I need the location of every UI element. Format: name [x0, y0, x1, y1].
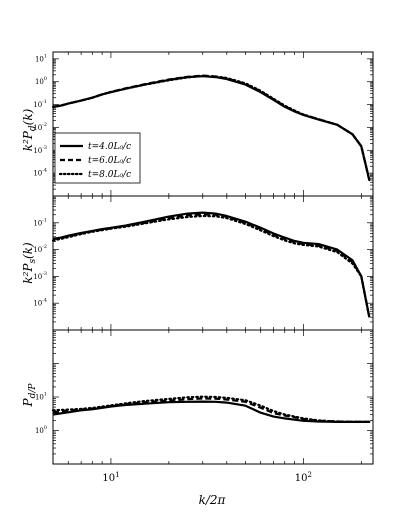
y-tick-label: 100	[35, 76, 47, 86]
series-line-dotted	[51, 74, 371, 182]
y-tick-label: 10-3	[33, 271, 47, 281]
legend-label-t6: t=6.0L₀/c	[88, 156, 131, 166]
x-axis-label: k/2π	[199, 493, 227, 507]
y-tick-label: 10-2	[33, 122, 47, 132]
y-tick-label: 10-4	[33, 168, 47, 178]
plot-frame	[52, 329, 374, 465]
legend-label-t4: t=4.0L₀/c	[88, 142, 131, 152]
y-axis-label-gas: k²Ps(k)	[21, 242, 38, 284]
y-tick-label: 101	[35, 392, 47, 402]
x-tick-labels: 101 102	[102, 471, 312, 484]
y-tick-label: 10-1	[33, 99, 47, 109]
y-tick-label: 10-2	[33, 244, 47, 254]
panels-layer: 10110010-110-210-310-410-110-210-310-410…	[33, 51, 374, 465]
series-line-dotted	[51, 214, 371, 319]
series-line-dotted	[51, 395, 371, 423]
y-tick-label: 10-4	[33, 298, 47, 308]
series-line-solid	[52, 400, 370, 423]
series-line-dashed	[52, 213, 371, 318]
y-tick-label: 101	[35, 53, 47, 63]
y-axis-label-ratio: Pd/P	[21, 383, 38, 408]
legend-label-t8: t=8.0L₀/c	[88, 170, 131, 180]
x-tick-label: 102	[295, 471, 312, 484]
y-axis-labels: k²Pd(k) k²Ps(k) Pd/P	[21, 108, 38, 407]
y-tick-label: 100	[35, 425, 47, 435]
y-axis-label-dust: k²Pd(k)	[21, 108, 38, 151]
legend: t=4.0L₀/c t=6.0L₀/c t=8.0L₀/c	[54, 132, 141, 184]
series-line-solid	[52, 211, 371, 318]
x-tick-label: 101	[102, 471, 119, 484]
y-tick-label: 10-1	[33, 217, 47, 227]
y-tick-label: 10-3	[33, 145, 47, 155]
panel-0: 101 100 10-1 10-2 10-3 10-4	[33, 51, 374, 197]
panel-1: 10-1 10-2 10-3 10-4	[33, 195, 374, 331]
panel-2: 101 100	[35, 329, 374, 465]
